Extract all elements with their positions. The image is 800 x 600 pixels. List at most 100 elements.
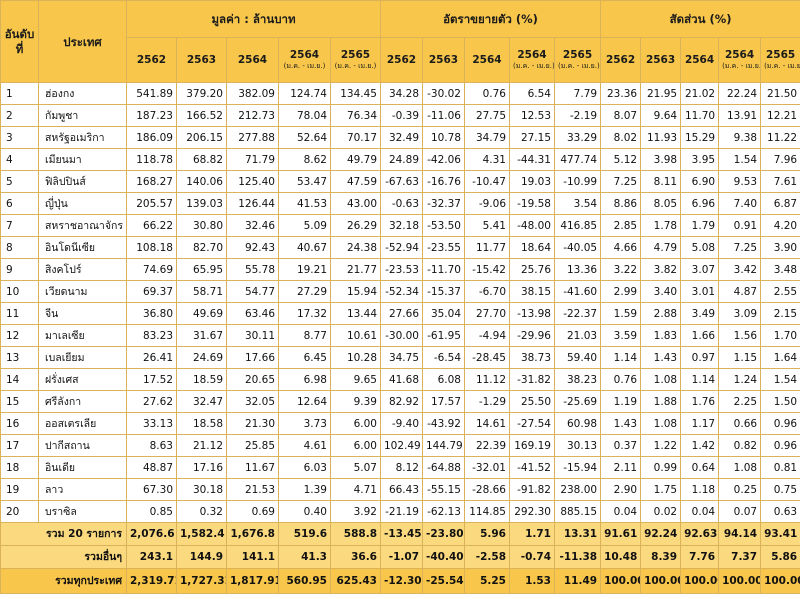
rank-cell: 20 — [0, 500, 39, 523]
growth-cell: -15.42 — [464, 258, 510, 281]
share-cell: 2.88 — [640, 302, 682, 325]
value-cell: 67.30 — [126, 478, 177, 501]
value-cell: 6.98 — [278, 368, 331, 391]
rank-cell: 2 — [0, 104, 39, 127]
share-cell: 1.88 — [640, 390, 682, 413]
country-cell: ฮ่องกง — [38, 82, 127, 105]
share-cell: 5.08 — [680, 236, 720, 259]
value-cell: 76.34 — [330, 104, 381, 127]
share-cell: 9.53 — [718, 170, 762, 193]
growth-cell: 292.30 — [509, 500, 555, 523]
summary-cell: 5.96 — [464, 522, 510, 546]
growth-cell: 169.19 — [509, 434, 555, 457]
share-cell: 6.96 — [680, 192, 720, 215]
value-cell: 32.47 — [176, 390, 227, 413]
summary-cell: -11.38 — [553, 545, 602, 569]
share-cell: 1.75 — [640, 478, 682, 501]
share-cell: 2.25 — [718, 390, 762, 413]
summary-label: รวม 20 รายการ — [0, 522, 127, 546]
share-cell: 21.95 — [640, 82, 682, 105]
country-cell: สิงคโปร์ — [38, 258, 127, 281]
value-cell: 17.16 — [176, 456, 227, 479]
summary-cell: 1,727.31 — [176, 568, 227, 594]
value-cell: 53.47 — [278, 170, 331, 193]
year-header: 2564 (ม.ค. - เม.ย.) — [718, 37, 762, 83]
growth-cell: 60.98 — [553, 412, 602, 435]
country-cell: ศรีลังกา — [38, 390, 127, 413]
summary-cell: 141.1 — [226, 545, 279, 569]
table-row: 15 ศรีลังกา 27.62 32.47 32.05 12.64 9.39 82.92 1… — [0, 390, 800, 413]
table-row: 12 มาเลเซีย 83.23 31.67 30.11 8.77 10.61 -30.00… — [0, 324, 800, 347]
value-cell: 21.30 — [226, 412, 279, 435]
growth-cell: -91.82 — [509, 478, 555, 501]
share-cell: 8.07 — [600, 104, 642, 127]
share-cell: 1.24 — [718, 368, 762, 391]
summary-cell: 5.86 — [760, 545, 800, 569]
year-header: 2564 (ม.ค. - เม.ย.) — [278, 37, 331, 83]
value-cell: 47.59 — [330, 170, 381, 193]
value-cell: 6.45 — [278, 346, 331, 369]
share-cell: 1.15 — [718, 346, 762, 369]
rank-cell: 8 — [0, 236, 39, 259]
value-cell: 24.69 — [176, 346, 227, 369]
value-cell: 48.87 — [126, 456, 177, 479]
growth-cell: 12.53 — [509, 104, 555, 127]
summary-cell: 2,319.71 — [126, 568, 177, 594]
share-cell: 0.82 — [718, 434, 762, 457]
growth-cell: -21.19 — [380, 500, 423, 523]
share-cell: 0.04 — [680, 500, 720, 523]
summary-cell: 100.00 — [718, 568, 762, 594]
share-cell: 3.42 — [718, 258, 762, 281]
summary-cell: 588.8 — [330, 522, 381, 546]
growth-cell: -23.55 — [422, 236, 465, 259]
share-cell: 1.66 — [680, 324, 720, 347]
growth-cell: 7.79 — [553, 82, 602, 105]
share-cell: 3.95 — [680, 148, 720, 171]
growth-cell: -41.52 — [509, 456, 555, 479]
share-cell: 1.59 — [600, 302, 642, 325]
share-cell: 1.22 — [640, 434, 682, 457]
rank-cell: 5 — [0, 170, 39, 193]
growth-cell: 30.13 — [553, 434, 602, 457]
growth-cell: 27.75 — [464, 104, 510, 127]
growth-cell: -61.95 — [422, 324, 465, 347]
growth-cell: 19.03 — [509, 170, 555, 193]
table-row: 14 ฝรั่งเศส 17.52 18.59 20.65 6.98 9.65 41.68 6.… — [0, 368, 800, 391]
year-header: 2565(ม.ค. - เม.ย.) — [330, 37, 381, 83]
share-cell: 4.87 — [718, 280, 762, 303]
rank-cell: 1 — [0, 82, 39, 105]
summary-cell: 8.39 — [640, 545, 682, 569]
country-cell: เมียนมา — [38, 148, 127, 171]
share-cell: 1.18 — [680, 478, 720, 501]
share-cell: 21.02 — [680, 82, 720, 105]
share-cell: 4.79 — [640, 236, 682, 259]
share-cell: 7.61 — [760, 170, 800, 193]
year-header: 2563 — [176, 37, 227, 83]
value-cell: 541.89 — [126, 82, 177, 105]
share-cell: 0.04 — [600, 500, 642, 523]
growth-cell: 34.79 — [464, 126, 510, 149]
year-header: 2563 — [422, 37, 465, 83]
year-header: 2562 — [600, 37, 642, 83]
growth-cell: 27.70 — [464, 302, 510, 325]
period-note: (ม.ค. - เม.ย.) — [558, 62, 600, 70]
value-cell: 21.12 — [176, 434, 227, 457]
table-row: 1 ฮ่องกง 541.89 379.20 382.09 124.74 134.45 34.… — [0, 82, 800, 105]
growth-cell: 41.68 — [380, 368, 423, 391]
year-header: 2564 — [680, 37, 720, 83]
growth-cell: 38.23 — [553, 368, 602, 391]
table-row: 18 อินเดีย 48.87 17.16 11.67 6.03 5.07 8.12 -64.… — [0, 456, 800, 479]
share-cell: 0.25 — [718, 478, 762, 501]
share-cell: 3.49 — [680, 302, 720, 325]
growth-cell: 18.64 — [509, 236, 555, 259]
share-cell: 3.82 — [640, 258, 682, 281]
share-cell: 3.48 — [760, 258, 800, 281]
share-cell: 6.90 — [680, 170, 720, 193]
growth-cell: 10.78 — [422, 126, 465, 149]
growth-cell: -19.58 — [509, 192, 555, 215]
table-row: 8 อินโดนีเซีย 108.18 82.70 92.43 40.67 24.38 -5… — [0, 236, 800, 259]
value-cell: 70.17 — [330, 126, 381, 149]
growth-cell: -0.63 — [380, 192, 423, 215]
value-cell: 168.27 — [126, 170, 177, 193]
